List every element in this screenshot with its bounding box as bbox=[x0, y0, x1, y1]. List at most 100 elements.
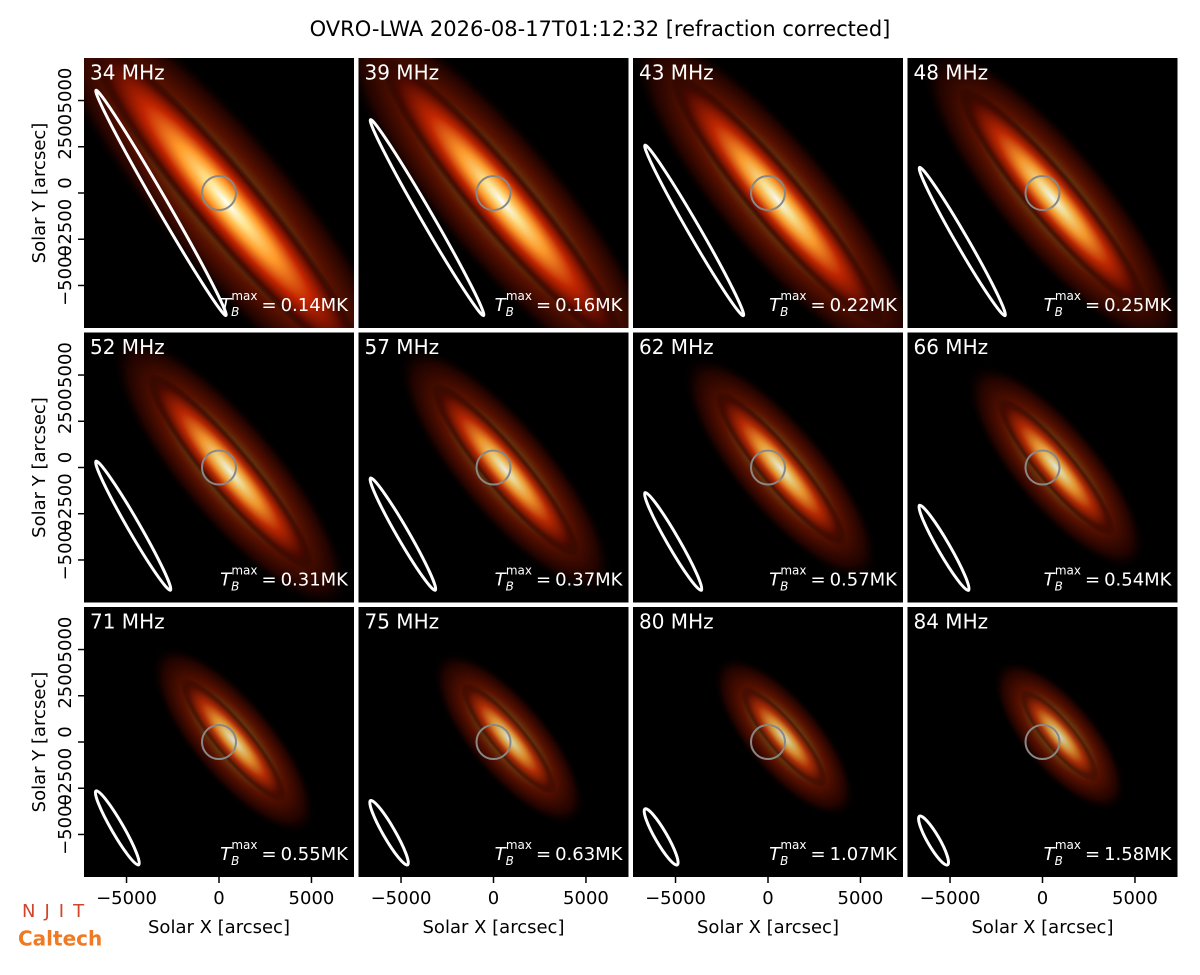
y-tick-label: −2500 bbox=[55, 473, 76, 534]
y-tick-label: 0 bbox=[55, 177, 76, 188]
y-tick-label: −2500 bbox=[55, 199, 76, 260]
tb-relation: = bbox=[261, 570, 276, 591]
beam bbox=[93, 789, 141, 867]
panel-label: 62 MHz bbox=[639, 335, 714, 359]
x-tick-label: −5000 bbox=[96, 888, 157, 909]
beam bbox=[368, 118, 486, 318]
tb-sup: max bbox=[506, 563, 532, 577]
solar-disk bbox=[201, 449, 237, 486]
solar-disk bbox=[750, 449, 786, 486]
image bbox=[358, 58, 629, 328]
tb-sub: B bbox=[506, 305, 514, 319]
tb-label: TBmax = 0.57MK bbox=[769, 563, 898, 593]
image bbox=[643, 354, 880, 592]
tb-relation: = bbox=[810, 295, 825, 316]
solar-disk bbox=[1024, 449, 1061, 486]
panel-label: 48 MHz bbox=[914, 61, 989, 85]
image bbox=[368, 344, 614, 596]
tb-unit: MK bbox=[1144, 295, 1173, 316]
y-axis-label: Solar Y [arcsec] bbox=[29, 397, 50, 538]
tb-relation: = bbox=[536, 295, 551, 316]
x-tick-label: 0 bbox=[213, 888, 224, 909]
tb-label: TBmax = 0.54MK bbox=[1044, 563, 1173, 593]
tb-relation: = bbox=[1085, 570, 1100, 591]
panel: 66 MHz TBmax = 0.54MK bbox=[907, 332, 1178, 603]
panel: 48 MHz TBmax = 0.25MK bbox=[907, 58, 1178, 328]
tb-label: TBmax = 0.22MK bbox=[769, 289, 898, 319]
tb-symbol: T bbox=[220, 295, 233, 316]
tb-sub: B bbox=[231, 305, 239, 319]
x-tick-label: −5000 bbox=[645, 888, 706, 909]
x-axis-label: Solar X [arcsec] bbox=[972, 917, 1114, 938]
tb-symbol: T bbox=[220, 844, 233, 865]
tb-unit: MK bbox=[870, 295, 899, 316]
x-axis-label: Solar X [arcsec] bbox=[148, 917, 290, 938]
tb-symbol: T bbox=[769, 570, 782, 591]
tb-sub: B bbox=[231, 854, 239, 868]
y-tick-label: 5000 bbox=[55, 342, 76, 388]
tb-value: 0.63 bbox=[555, 844, 595, 865]
panel-label: 43 MHz bbox=[639, 61, 714, 85]
tb-sup: max bbox=[1055, 289, 1081, 303]
tb-value: 0.16 bbox=[555, 295, 595, 316]
beam bbox=[917, 814, 951, 867]
panel-label: 52 MHz bbox=[90, 335, 165, 359]
emission bbox=[461, 683, 557, 794]
tb-sup: max bbox=[1055, 838, 1081, 852]
tb-symbol: T bbox=[769, 844, 782, 865]
tb-relation: = bbox=[810, 570, 825, 591]
logo-text: NJIT bbox=[22, 901, 93, 922]
y-axis-label: Solar Y [arcsec] bbox=[29, 123, 50, 264]
panel-label: 75 MHz bbox=[365, 610, 440, 634]
tb-symbol: T bbox=[495, 295, 508, 316]
tb-value: 0.37 bbox=[555, 570, 595, 591]
emission bbox=[88, 58, 354, 328]
solar-disk bbox=[475, 449, 512, 486]
x-tick-label: 0 bbox=[488, 888, 499, 909]
y-tick-label: −2500 bbox=[55, 748, 76, 809]
tb-relation: = bbox=[536, 570, 551, 591]
logo-text: Caltech bbox=[18, 927, 102, 951]
y-tick-label: 5000 bbox=[55, 68, 76, 114]
tb-unit: MK bbox=[321, 570, 350, 591]
y-tick-label: −5000 bbox=[55, 794, 76, 855]
x-tick-label: 5000 bbox=[563, 888, 609, 909]
y-tick-label: 0 bbox=[55, 452, 76, 463]
panel: 62 MHz TBmax = 0.57MK bbox=[633, 332, 903, 603]
image bbox=[642, 655, 856, 867]
y-axis-label: Solar Y [arcsec] bbox=[29, 672, 50, 813]
tb-label: TBmax = 1.58MK bbox=[1044, 838, 1173, 868]
solar-disk bbox=[475, 175, 512, 211]
tb-label: TBmax = 0.16MK bbox=[495, 289, 624, 319]
solar-disk bbox=[475, 724, 512, 760]
panel-label: 84 MHz bbox=[914, 610, 989, 634]
image bbox=[917, 363, 1147, 592]
solar-disk bbox=[750, 724, 786, 760]
emission bbox=[997, 398, 1115, 536]
tb-value: 0.14 bbox=[281, 295, 321, 316]
tb-sub: B bbox=[780, 305, 788, 319]
panel: 75 MHz TBmax = 0.63MK −5000 0 5000 Solar X [arc… bbox=[358, 607, 629, 938]
panel-label: 57 MHz bbox=[365, 335, 440, 359]
emission bbox=[431, 383, 580, 557]
beam bbox=[643, 143, 746, 318]
beam bbox=[368, 798, 410, 867]
emission bbox=[147, 373, 314, 570]
tb-unit: MK bbox=[870, 844, 899, 865]
tb-label: TBmax = 1.07MK bbox=[769, 838, 898, 868]
image bbox=[917, 58, 1178, 328]
beam bbox=[368, 476, 438, 592]
panel-label: 66 MHz bbox=[914, 335, 989, 359]
x-tick-label: 5000 bbox=[1112, 888, 1158, 909]
tb-relation: = bbox=[261, 844, 276, 865]
panel-label: 34 MHz bbox=[90, 61, 165, 85]
tb-relation: = bbox=[261, 295, 276, 316]
tb-symbol: T bbox=[1044, 570, 1057, 591]
tb-unit: MK bbox=[1144, 570, 1173, 591]
tb-relation: = bbox=[1085, 295, 1100, 316]
panel: 39 MHz TBmax = 0.16MK bbox=[358, 58, 629, 328]
solar-disk bbox=[1024, 175, 1061, 211]
solar-disk bbox=[201, 175, 237, 211]
beam bbox=[643, 491, 704, 592]
